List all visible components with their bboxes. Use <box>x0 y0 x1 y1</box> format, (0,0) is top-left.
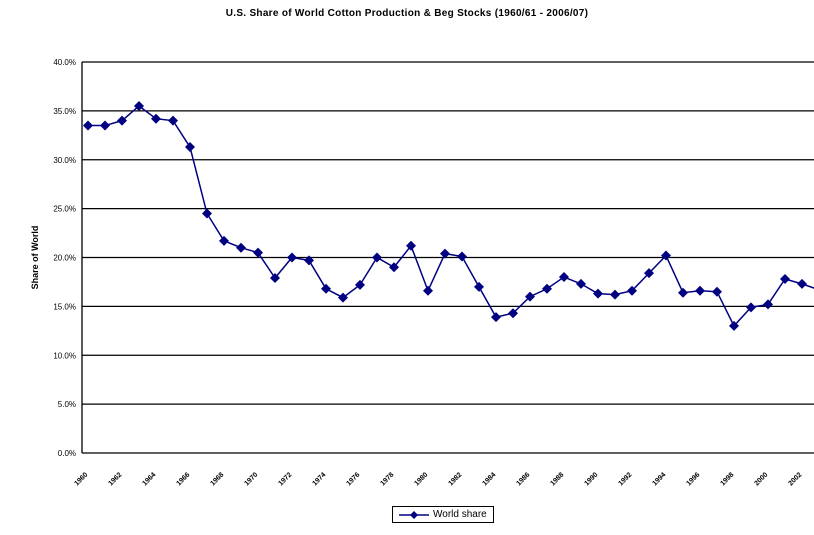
data-point <box>712 286 722 297</box>
data-point <box>763 299 773 310</box>
x-tick-label: 1966 <box>175 471 191 487</box>
y-tick-label: 40.0% <box>53 58 76 67</box>
x-tick-label: 1994 <box>651 471 667 487</box>
data-point <box>304 255 314 266</box>
data-point <box>253 247 263 258</box>
x-tick-label: 1996 <box>685 471 701 487</box>
y-tick-label: 25.0% <box>53 205 76 214</box>
data-point <box>576 278 586 289</box>
x-tick-label: 1984 <box>481 471 497 487</box>
data-point <box>270 273 280 284</box>
data-point <box>559 272 569 283</box>
data-point <box>134 100 144 111</box>
x-tick-label: 2000 <box>753 471 769 487</box>
y-tick-label: 10.0% <box>53 351 76 360</box>
x-tick-label: 1970 <box>243 471 259 487</box>
data-point <box>644 268 654 279</box>
data-point <box>355 279 365 290</box>
data-point <box>508 308 518 319</box>
data-point <box>780 274 790 285</box>
chart-title: U.S. Share of World Cotton Production & … <box>225 8 589 19</box>
data-point <box>236 242 246 253</box>
x-tick-label: 1986 <box>515 471 531 487</box>
x-tick-label: 1962 <box>107 471 123 487</box>
x-tick-label: 1974 <box>311 471 327 487</box>
x-tick-label: 1988 <box>549 471 565 487</box>
data-point <box>678 287 688 298</box>
data-point <box>797 278 807 289</box>
data-point <box>525 291 535 302</box>
data-point <box>168 115 178 126</box>
x-tick-label: 1978 <box>379 471 395 487</box>
data-point <box>729 320 739 331</box>
y-tick-label: 5.0% <box>58 400 76 409</box>
x-tick-label: 1990 <box>583 471 599 487</box>
data-point <box>593 288 603 299</box>
x-tick-label: 1976 <box>345 471 361 487</box>
data-point <box>406 240 416 251</box>
data-point <box>287 252 297 263</box>
data-point <box>83 120 93 131</box>
x-tick-label: 1992 <box>617 471 633 487</box>
legend: World share <box>392 506 494 523</box>
data-point <box>695 285 705 296</box>
x-tick-label: 1972 <box>277 471 293 487</box>
x-tick-label: 1968 <box>209 471 225 487</box>
data-point <box>423 285 433 296</box>
data-point <box>627 285 637 296</box>
data-point <box>440 248 450 259</box>
x-tick-label: 1960 <box>73 471 89 487</box>
x-tick-label: 1964 <box>141 471 157 487</box>
data-point <box>100 120 110 131</box>
data-point <box>338 292 348 303</box>
data-point <box>474 281 484 292</box>
data-point <box>389 262 399 273</box>
series-line <box>88 105 814 328</box>
x-tick-label: 2002 <box>787 471 803 487</box>
data-point <box>151 113 161 124</box>
y-tick-label: 30.0% <box>53 156 76 165</box>
legend-marker-icon <box>399 510 429 519</box>
y-tick-label: 35.0% <box>53 107 76 116</box>
legend-label: World share <box>433 509 487 520</box>
data-point <box>117 115 127 126</box>
x-tick-label: 1998 <box>719 471 735 487</box>
data-point <box>457 251 467 262</box>
data-point <box>219 235 229 246</box>
data-point <box>202 208 212 219</box>
x-tick-label: 1980 <box>413 471 429 487</box>
data-point <box>491 312 501 323</box>
x-tick-label: 1982 <box>447 471 463 487</box>
y-tick-label: 15.0% <box>53 302 76 311</box>
data-point <box>321 283 331 294</box>
data-point <box>372 252 382 263</box>
data-point <box>610 289 620 300</box>
y-tick-label: 20.0% <box>53 254 76 263</box>
y-tick-label: 0.0% <box>58 449 76 458</box>
data-point <box>185 142 195 153</box>
data-point <box>661 250 671 261</box>
y-axis-title: Share of World <box>30 226 40 290</box>
data-point <box>746 302 756 313</box>
data-point <box>542 283 552 294</box>
